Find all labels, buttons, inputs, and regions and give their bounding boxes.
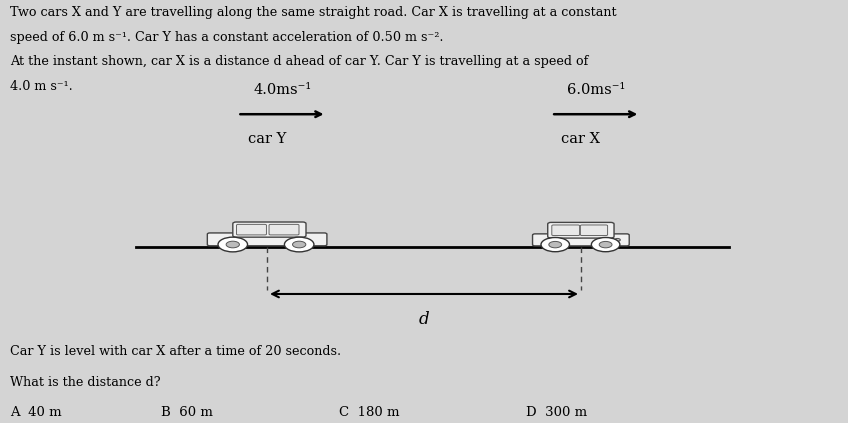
Text: D  300 m: D 300 m <box>526 406 587 419</box>
Text: What is the distance d?: What is the distance d? <box>10 376 161 390</box>
FancyBboxPatch shape <box>580 225 607 236</box>
Circle shape <box>591 237 620 252</box>
Circle shape <box>293 241 306 248</box>
Text: d: d <box>419 311 429 328</box>
Text: speed of 6.0 m s⁻¹. Car Y has a constant acceleration of 0.50 m s⁻².: speed of 6.0 m s⁻¹. Car Y has a constant… <box>10 31 444 44</box>
Text: 6.0ms⁻¹: 6.0ms⁻¹ <box>567 83 625 97</box>
Circle shape <box>615 239 620 241</box>
FancyBboxPatch shape <box>233 222 306 237</box>
FancyBboxPatch shape <box>207 233 326 246</box>
Text: B  60 m: B 60 m <box>161 406 213 419</box>
FancyBboxPatch shape <box>237 224 266 235</box>
Circle shape <box>541 237 570 252</box>
Text: At the instant shown, car X is a distance d ahead of car Y. Car Y is travelling : At the instant shown, car X is a distanc… <box>10 55 589 69</box>
Text: Two cars X and Y are travelling along the same straight road. Car X is travellin: Two cars X and Y are travelling along th… <box>10 6 616 19</box>
Text: C  180 m: C 180 m <box>339 406 399 419</box>
Circle shape <box>218 237 248 252</box>
Text: Car Y is level with car X after a time of 20 seconds.: Car Y is level with car X after a time o… <box>10 345 341 358</box>
FancyBboxPatch shape <box>269 224 299 235</box>
Text: A  40 m: A 40 m <box>10 406 62 419</box>
FancyBboxPatch shape <box>533 234 629 246</box>
Circle shape <box>600 242 612 248</box>
Circle shape <box>226 241 239 248</box>
Text: 4.0ms⁻¹: 4.0ms⁻¹ <box>254 83 311 97</box>
Text: 4.0 m s⁻¹.: 4.0 m s⁻¹. <box>10 80 73 93</box>
Circle shape <box>549 242 561 248</box>
Text: car Y: car Y <box>248 132 287 146</box>
Circle shape <box>284 237 314 252</box>
FancyBboxPatch shape <box>548 222 614 238</box>
FancyBboxPatch shape <box>552 225 579 236</box>
Text: car X: car X <box>561 132 600 146</box>
